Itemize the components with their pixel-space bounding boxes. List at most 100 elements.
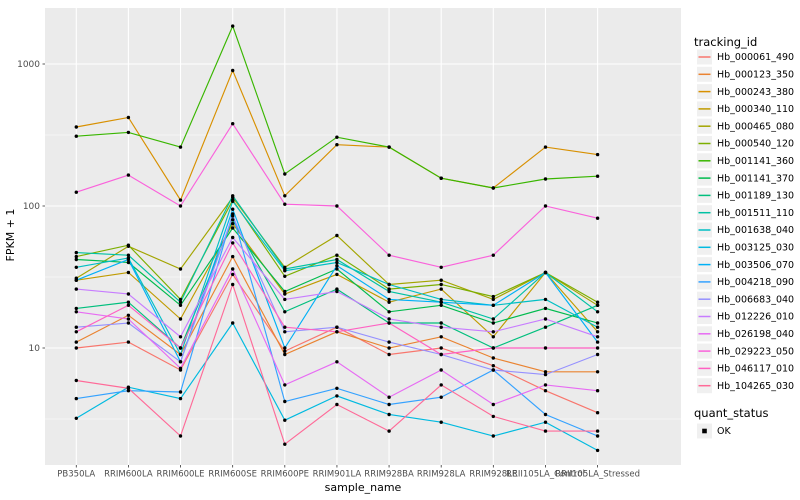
y-tick-label: 100 — [23, 202, 40, 212]
legend-item-label: Hb_000540_120 — [717, 139, 794, 150]
data-point — [595, 346, 600, 350]
data-point — [231, 24, 235, 28]
legend-item-label: Hb_001141_360 — [717, 156, 794, 167]
data-point — [74, 278, 79, 282]
data-point — [74, 125, 79, 129]
data-point — [543, 389, 548, 393]
data-point — [543, 346, 548, 350]
data-point — [283, 330, 287, 334]
x-tick-label: RRIM600SE — [208, 470, 257, 480]
legend-item: Hb_000540_120 — [697, 136, 794, 151]
x-axis-title: sample_name — [325, 481, 402, 494]
data-point — [595, 300, 600, 304]
data-point — [439, 352, 443, 357]
data-point — [283, 292, 287, 296]
legend-item-label: OK — [717, 426, 731, 437]
legend-item-label: Hb_001511_110 — [717, 208, 794, 219]
data-point — [595, 389, 600, 393]
data-point — [439, 303, 443, 307]
legend-item-label: Hb_000243_380 — [717, 87, 794, 98]
data-point — [439, 383, 443, 387]
data-point — [595, 303, 600, 307]
x-tick-label: PB350LA — [57, 470, 95, 480]
legend-key-point — [702, 428, 707, 434]
data-point — [439, 300, 443, 304]
data-point — [283, 325, 287, 329]
data-point — [387, 402, 391, 407]
data-point — [595, 325, 600, 329]
legend-item-label: Hb_006683_040 — [717, 294, 794, 305]
data-point — [335, 204, 339, 208]
legend-item: Hb_001511_110 — [697, 205, 794, 221]
data-point — [178, 434, 183, 438]
data-point — [335, 402, 339, 407]
legend-item-label: Hb_000465_080 — [717, 121, 794, 132]
legend-item: Hb_026198_040 — [697, 326, 794, 342]
data-point — [387, 352, 391, 357]
legend-item: Hb_003125_030 — [697, 239, 794, 255]
data-point — [231, 226, 235, 230]
data-point — [595, 174, 600, 178]
data-point — [387, 300, 391, 304]
data-point — [387, 412, 391, 417]
legend-item: Hb_006683_040 — [697, 291, 794, 307]
data-point — [543, 420, 548, 424]
data-point — [178, 297, 183, 302]
legend-item: Hb_029223_050 — [697, 343, 794, 359]
data-point — [387, 340, 391, 344]
data-point — [491, 368, 495, 372]
data-point — [178, 300, 183, 304]
data-point — [126, 313, 131, 317]
data-point — [543, 370, 548, 374]
legend-item-label: Hb_001141_370 — [717, 173, 794, 184]
data-point — [74, 190, 79, 194]
data-point — [491, 434, 495, 438]
data-point — [74, 257, 79, 262]
data-point — [439, 325, 443, 329]
data-point — [387, 310, 391, 314]
data-point — [335, 325, 339, 329]
legend-item-label: Hb_046117_010 — [717, 364, 794, 375]
data-point — [491, 186, 495, 190]
y-axis-title: FPKM + 1 — [4, 209, 17, 262]
data-point — [74, 346, 79, 350]
data-point — [231, 122, 235, 126]
x-tick-label: RRIM928LE — [469, 470, 517, 480]
legend-item-label: Hb_000123_350 — [717, 70, 794, 81]
data-point — [595, 370, 600, 374]
data-point — [178, 267, 183, 271]
data-point — [335, 267, 339, 271]
x-tick-label: RRIM928BA — [364, 470, 414, 480]
data-point — [231, 207, 235, 211]
data-point — [491, 294, 495, 299]
x-tick-label: RRIM600PE — [261, 470, 309, 480]
data-point — [126, 317, 131, 321]
data-point — [74, 378, 79, 383]
data-point — [543, 204, 548, 208]
data-point — [126, 130, 131, 135]
data-point — [595, 310, 600, 314]
data-point — [543, 383, 548, 387]
legend-item: Hb_012226_010 — [697, 309, 794, 324]
plot-panel — [45, 8, 681, 465]
data-point — [335, 135, 339, 139]
data-point — [283, 346, 287, 350]
legend-item: Hb_000123_350 — [697, 66, 794, 82]
data-point — [335, 394, 339, 398]
data-point — [543, 270, 548, 275]
legend-title-quant-status: quant_status — [694, 406, 769, 420]
data-point — [543, 325, 548, 329]
data-point — [126, 115, 131, 120]
y-tick-label: 1000 — [17, 60, 40, 70]
data-point — [178, 390, 183, 394]
data-point — [387, 289, 391, 294]
data-point — [126, 270, 131, 275]
data-point — [543, 412, 548, 417]
data-point — [231, 199, 235, 203]
data-point — [439, 346, 443, 350]
x-tick-label: RRIM928LA — [417, 470, 466, 480]
data-point — [126, 173, 131, 177]
data-point — [387, 395, 391, 399]
data-point — [491, 253, 495, 257]
data-point — [231, 282, 235, 287]
